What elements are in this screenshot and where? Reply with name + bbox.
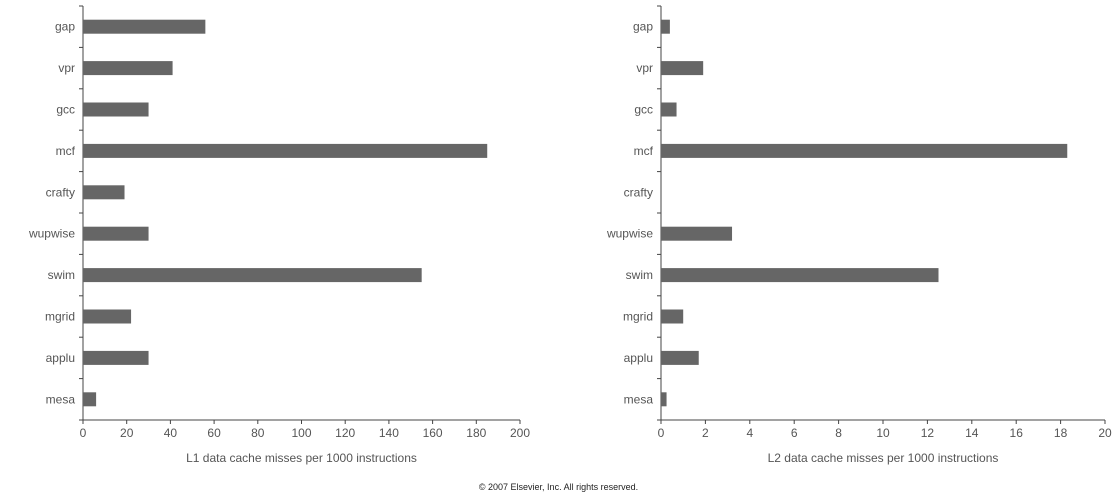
- l2-bar-gcc: [661, 102, 677, 117]
- l1-category-label: gap: [55, 20, 75, 34]
- l1-miss-chart: 0 20 40 60 80 100 120 140 160 180 200 gap vpr gcc mcf c…: [28, 5, 530, 465]
- l1-x-tick-label: 200: [510, 426, 530, 440]
- l1-category-label: mesa: [46, 392, 76, 406]
- l1-bar-swim: [83, 268, 422, 283]
- l2-category-label: vpr: [636, 61, 653, 75]
- l2-x-axis-title: L2 data cache misses per 1000 instructio…: [768, 451, 999, 465]
- l1-bar-mgrid: [83, 309, 132, 324]
- l1-bar-mesa: [83, 392, 97, 407]
- l1-category-label: mcf: [56, 144, 76, 158]
- l2-category-label: mcf: [634, 144, 654, 158]
- l2-category-label: mesa: [624, 392, 654, 406]
- l2-bar-applu: [661, 350, 699, 365]
- l2-bar-wupwise: [661, 226, 733, 241]
- l2-category-label: applu: [624, 351, 653, 365]
- l1-category-label: wupwise: [28, 227, 75, 241]
- l2-bar-gap: [661, 19, 670, 34]
- l2-miss-chart: 0 2 4 6 8 10 12 14 16 18 20 gap vpr gcc mcf crafty wupwi…: [606, 5, 1112, 465]
- l2-x-tick-label: 6: [791, 426, 798, 440]
- l2-bar-vpr: [661, 61, 704, 76]
- copyright-notice: © 2007 Elsevier, Inc. All rights reserve…: [478, 482, 639, 492]
- l1-x-tick-label: 100: [291, 426, 311, 440]
- l2-x-tick-label: 2: [702, 426, 709, 440]
- l1-category-label: mgrid: [45, 310, 75, 324]
- l2-category-label: crafty: [624, 185, 653, 199]
- l1-category-label: applu: [46, 351, 75, 365]
- l2-x-tick-label: 0: [658, 426, 665, 440]
- l1-x-tick-label: 120: [335, 426, 355, 440]
- l1-category-label: vpr: [58, 61, 75, 75]
- l1-x-tick-label: 60: [207, 426, 221, 440]
- l2-x-tick-label: 10: [876, 426, 890, 440]
- l1-bar-gap: [83, 19, 206, 34]
- l1-bar-applu: [83, 350, 149, 365]
- l1-bar-crafty: [83, 185, 125, 200]
- l1-bar-gcc: [83, 102, 149, 117]
- l1-bar-vpr: [83, 61, 173, 76]
- l1-bar-wupwise: [83, 226, 149, 241]
- l2-category-label: wupwise: [606, 227, 653, 241]
- l2-category-label: gap: [633, 20, 653, 34]
- l2-category-label: mgrid: [623, 310, 653, 324]
- l2-x-tick-label: 18: [1054, 426, 1068, 440]
- l2-x-tick-label: 8: [835, 426, 842, 440]
- l2-category-label: swim: [626, 268, 653, 282]
- l2-bar-mesa: [661, 392, 667, 407]
- l2-category-label: gcc: [634, 103, 653, 117]
- l1-category-label: gcc: [56, 103, 75, 117]
- l1-x-tick-label: 0: [80, 426, 87, 440]
- l1-category-label: crafty: [46, 185, 75, 199]
- l2-bar-mcf: [661, 143, 1068, 158]
- l1-bar-mcf: [83, 143, 488, 158]
- l2-bar-mgrid: [661, 309, 684, 324]
- l1-x-tick-label: 20: [120, 426, 134, 440]
- l2-x-tick-label: 12: [921, 426, 935, 440]
- l1-x-tick-label: 160: [423, 426, 443, 440]
- l2-x-tick-label: 20: [1098, 426, 1112, 440]
- l1-x-axis-title: L1 data cache misses per 1000 instructio…: [186, 451, 417, 465]
- l2-x-tick-label: 14: [965, 426, 979, 440]
- l1-x-tick-label: 140: [379, 426, 399, 440]
- l2-bar-swim: [661, 268, 939, 283]
- l1-x-tick-label: 40: [164, 426, 178, 440]
- l1-category-label: swim: [48, 268, 75, 282]
- l2-x-tick-label: 4: [746, 426, 753, 440]
- l2-x-tick-label: 16: [1010, 426, 1024, 440]
- l1-x-tick-label: 180: [466, 426, 486, 440]
- l1-x-tick-label: 80: [251, 426, 265, 440]
